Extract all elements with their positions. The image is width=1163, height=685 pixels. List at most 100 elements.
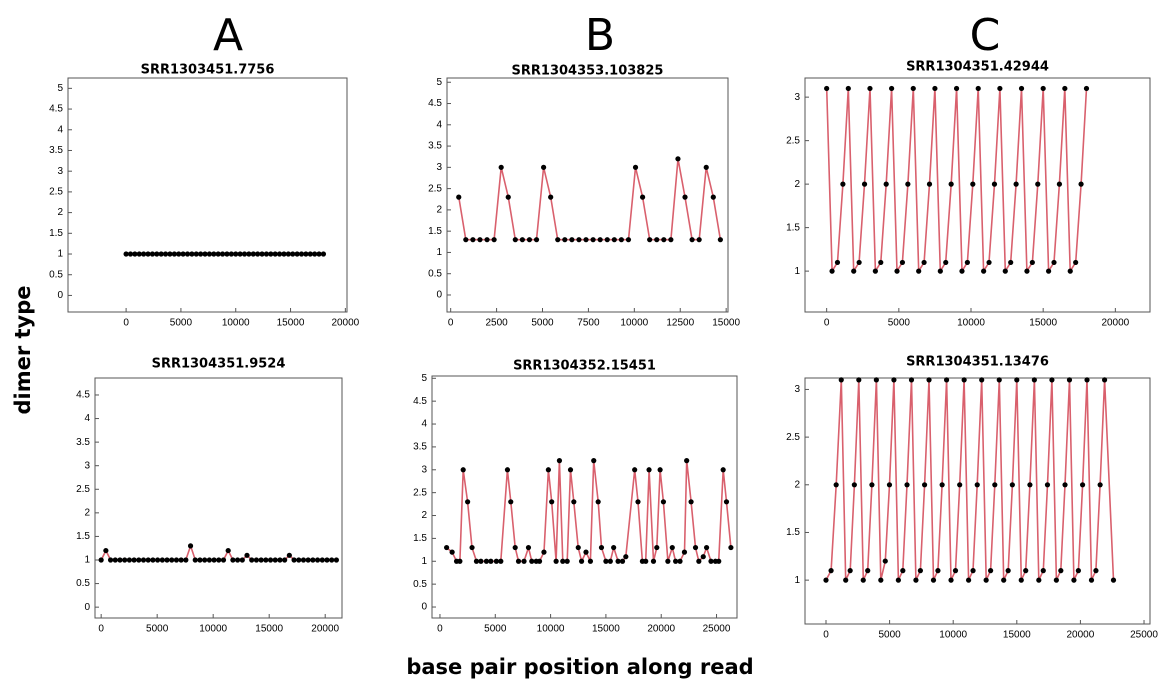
data-point <box>250 251 256 257</box>
y-tick-label: 2 <box>794 179 800 190</box>
data-point <box>183 557 189 563</box>
data-point <box>932 85 938 92</box>
data-point <box>935 568 941 574</box>
data-point <box>263 557 269 563</box>
data-point <box>1029 259 1035 266</box>
data-point <box>894 268 900 274</box>
data-point <box>276 251 283 257</box>
data-point <box>895 577 901 583</box>
data-point <box>548 194 554 200</box>
data-point <box>1078 181 1084 187</box>
y-tick-label: 4.5 <box>428 98 442 109</box>
data-point <box>615 558 621 564</box>
data-point <box>303 251 309 257</box>
plot-frame <box>446 77 729 313</box>
data-point <box>1001 577 1007 583</box>
data-point <box>657 467 663 473</box>
data-point <box>908 377 915 383</box>
data-point <box>1005 568 1011 574</box>
data-point <box>117 557 123 563</box>
data-point <box>607 558 613 564</box>
data-point <box>141 251 147 257</box>
y-tick-label: 0 <box>436 290 442 301</box>
data-point <box>886 482 893 488</box>
y-tick-label: 3 <box>421 464 427 475</box>
data-point <box>233 251 239 257</box>
data-point <box>646 467 652 473</box>
data-point <box>710 194 716 200</box>
column-label: C <box>970 10 1001 61</box>
data-point <box>470 237 476 243</box>
data-point <box>845 85 851 92</box>
x-tick-label: 0 <box>123 318 129 329</box>
data-point <box>505 194 511 200</box>
x-tick-label: 20000 <box>311 624 339 635</box>
data-point <box>521 558 527 564</box>
data-point <box>329 557 335 563</box>
data-point <box>856 259 862 266</box>
x-tick-label: 10000 <box>199 624 227 635</box>
data-point <box>696 558 702 564</box>
y-tick-label: 4.5 <box>49 104 63 115</box>
data-point <box>478 558 484 564</box>
data-point <box>673 558 679 564</box>
data-point <box>169 557 175 563</box>
data-point <box>650 558 657 564</box>
y-tick-label: 1.5 <box>786 222 800 233</box>
y-tick-label: 4 <box>421 419 427 430</box>
data-point <box>834 259 841 266</box>
data-point <box>525 544 532 551</box>
data-point <box>575 544 581 551</box>
data-point <box>560 558 566 564</box>
y-tick-label: 0.5 <box>428 268 442 279</box>
data-point <box>618 237 624 243</box>
data-point <box>1023 568 1029 574</box>
plot-area <box>824 85 1090 274</box>
data-point <box>961 377 967 383</box>
data-point <box>583 237 589 243</box>
data-point <box>872 268 878 274</box>
x-tick-label: 20000 <box>1101 318 1129 329</box>
plot-frame <box>804 377 1151 625</box>
panel-title: SRR1304351.13476 <box>906 355 1049 370</box>
x-tick-label: 5000 <box>888 318 911 329</box>
x-tick-label: 0 <box>823 630 829 641</box>
y-tick-label: 4.5 <box>76 390 90 401</box>
data-point <box>224 251 230 257</box>
data-point <box>123 251 129 257</box>
data-point <box>843 577 849 583</box>
data-point <box>145 251 151 257</box>
data-point <box>215 251 221 257</box>
y-tick-label: 3 <box>794 92 800 103</box>
data-point <box>851 268 857 274</box>
data-point <box>267 557 274 563</box>
x-tick-label: 2500 <box>485 318 508 329</box>
data-point <box>587 558 594 564</box>
data-point <box>285 251 291 257</box>
data-point <box>661 237 667 243</box>
x-tick-label: 25000 <box>1130 630 1158 641</box>
data-point <box>296 557 302 563</box>
data-point <box>220 557 227 563</box>
data-point <box>158 251 164 257</box>
y-tick-label: 2.5 <box>76 484 90 495</box>
data-point <box>1110 577 1117 583</box>
data-point <box>675 156 681 162</box>
data-point <box>162 251 169 257</box>
data-point <box>716 558 722 564</box>
data-point <box>996 377 1002 383</box>
data-point <box>632 467 638 473</box>
data-point <box>202 251 208 257</box>
y-tick-label: 4 <box>436 119 442 130</box>
data-point <box>126 557 132 563</box>
x-tick-label: 15000 <box>592 624 620 635</box>
data-point <box>611 237 617 243</box>
x-tick-label: 15000 <box>255 624 283 635</box>
panel: SRR1303451.7756 0 0.5 1 1.5 2 2.5 3 3.5 4 4.5 5 0 500… <box>49 63 360 329</box>
data-point <box>1018 577 1024 583</box>
data-point <box>107 557 114 563</box>
x-tick-label: 5000 <box>878 630 901 641</box>
data-point <box>307 251 313 257</box>
data-point <box>904 482 910 488</box>
